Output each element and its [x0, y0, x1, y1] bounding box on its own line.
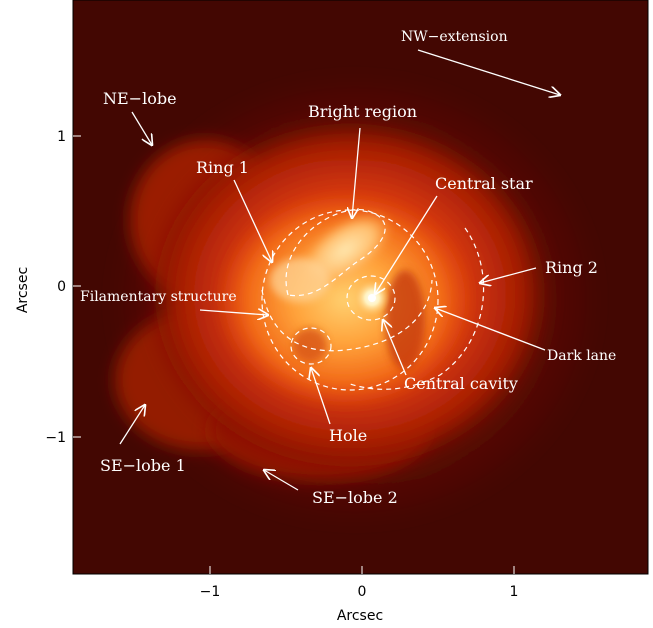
image-area: NW−extension NE−lobe Bright region Ring … [73, 0, 648, 574]
y-tick-label: 0 [57, 279, 66, 295]
dark-lane-arrow [435, 308, 546, 351]
plot-frame [72, 0, 649, 575]
y-tick-label: −1 [45, 430, 66, 446]
central-cavity-label: Central cavity [404, 374, 518, 393]
hole-label: Hole [329, 426, 367, 445]
se-lobe2-arrow [264, 470, 299, 491]
ne-lobe-arrow [131, 111, 152, 145]
annotation-arrows [119, 49, 560, 491]
bright-region-label: Bright region [308, 102, 417, 121]
se-lobe1-arrow [119, 405, 145, 445]
hole-arrow [311, 368, 331, 425]
y-tick-label: 1 [57, 129, 66, 145]
bright-region-arrow [352, 127, 361, 218]
dark-lane-label: Dark lane [547, 348, 616, 364]
ring1-arrow [233, 179, 272, 262]
ne-lobe-label: NE−lobe [103, 89, 177, 108]
nw-extension-label: NW−extension [401, 29, 508, 45]
y-axis-title: Arcsec [15, 267, 31, 313]
ring1-label: Ring 1 [196, 158, 249, 177]
hole-shape [293, 328, 327, 362]
central-star-arrow [375, 195, 438, 294]
tick-marks [73, 135, 515, 574]
x-tick-label: −1 [200, 584, 221, 600]
hole-contour [290, 327, 332, 365]
ring1-lower-contour [261, 279, 433, 352]
ring2-label: Ring 2 [545, 258, 598, 277]
central-cavity-arrow [383, 320, 407, 376]
se-lobe2-label: SE−lobe 2 [312, 488, 398, 507]
se-lobe1-label: SE−lobe 1 [100, 456, 186, 475]
central-star-label: Central star [435, 174, 533, 193]
nw-extension-arrow [417, 49, 560, 95]
ring2-arrow [480, 267, 537, 283]
filamentary-label: Filamentary structure [80, 289, 237, 305]
cavity-contour [346, 275, 396, 321]
x-tick-label: 1 [510, 584, 519, 600]
filamentary-arrow [199, 310, 268, 315]
x-tick-label: 0 [358, 584, 367, 600]
bright-region-contour [285, 209, 386, 297]
x-axis-title: Arcsec [337, 608, 383, 624]
dark-lane-shape [385, 270, 425, 370]
